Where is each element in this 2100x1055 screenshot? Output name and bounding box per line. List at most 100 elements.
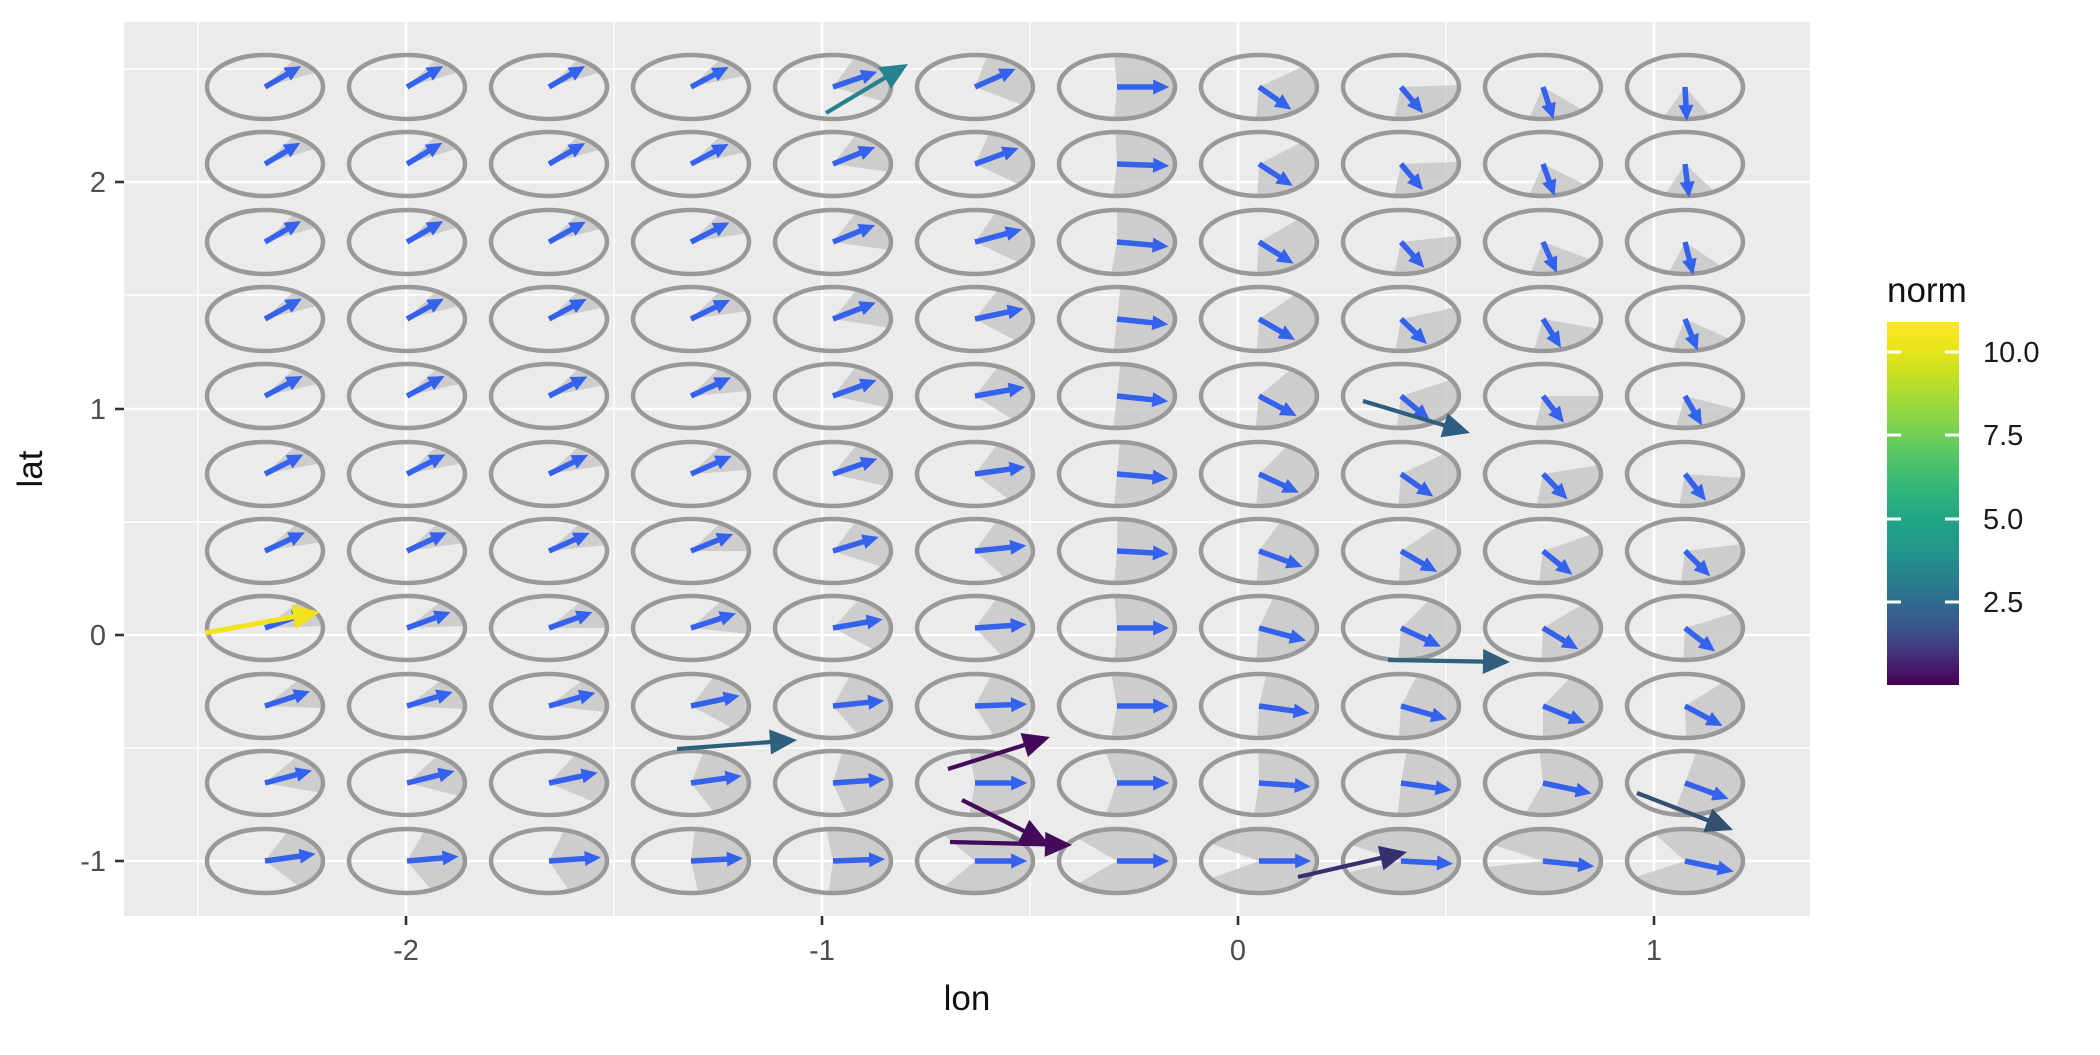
mean-vector-arrow-head — [569, 376, 588, 391]
mean-vector-arrow — [690, 611, 736, 631]
glyph-ellipse — [1482, 516, 1604, 586]
glyph-cell — [630, 671, 752, 741]
glyph-cell — [488, 826, 610, 896]
glyph-cell — [1340, 826, 1462, 896]
mean-vector-arrow — [832, 301, 876, 322]
mean-vector-arrow — [1540, 394, 1564, 423]
mean-vector-arrow — [1683, 703, 1723, 726]
glyph-ellipse — [346, 516, 468, 586]
glyph-ellipse — [1482, 439, 1604, 509]
glyph-cell — [488, 52, 610, 122]
mean-vector-arrow — [1116, 237, 1169, 253]
glyph-ellipse — [1056, 439, 1178, 509]
mean-vector-arrow — [973, 68, 1016, 90]
uncertainty-wedge — [975, 133, 1033, 185]
mean-vector-arrow-head — [1273, 94, 1292, 110]
glyph-cell — [488, 516, 610, 586]
glyph-ellipse — [1340, 671, 1462, 741]
mean-vector-arrow-shaft — [973, 72, 1004, 90]
mean-vector-arrow — [1540, 317, 1562, 348]
mean-vector-arrow-head — [1687, 407, 1702, 426]
overlay-arrow-shaft — [947, 742, 1027, 772]
glyph-ellipse — [488, 516, 610, 586]
mean-vector-arrow-shaft — [1682, 472, 1700, 492]
mean-vector-arrow — [690, 851, 743, 867]
glyph-cell — [1624, 207, 1746, 277]
glyph-ellipse — [1340, 52, 1462, 122]
glyph-cell — [1482, 593, 1604, 663]
uncertainty-wedge — [1529, 87, 1584, 119]
mean-vector-arrow — [1541, 703, 1586, 724]
mean-vector-arrow — [1540, 86, 1556, 120]
mean-vector-arrow-shaft — [832, 618, 870, 631]
glyph-ellipse — [1056, 284, 1178, 354]
mean-vector-arrow-shaft — [974, 466, 1013, 477]
mean-vector-arrow-head — [1295, 853, 1312, 869]
glyph-cell — [1624, 52, 1746, 122]
uncertainty-wedge — [1113, 364, 1175, 428]
mean-vector-arrow-shaft — [406, 614, 439, 631]
glyph-ellipse — [630, 439, 752, 509]
uncertainty-wedge — [1256, 66, 1317, 119]
uncertainty-wedge — [1398, 600, 1459, 660]
glyph-ellipse — [488, 207, 610, 277]
mean-vector-arrow-head — [1434, 780, 1452, 796]
legend-tick-label: 7.5 — [1983, 420, 2023, 452]
mean-vector-arrow — [689, 377, 731, 399]
mean-vector-arrow — [263, 298, 302, 322]
mean-vector-arrow — [1117, 775, 1170, 791]
mean-vector-arrow-shaft — [406, 693, 441, 709]
mean-vector-arrow-shaft — [832, 538, 867, 554]
mean-vector-arrow-head — [718, 611, 736, 626]
mean-vector-arrow — [548, 610, 593, 631]
y-tick-label: -1 — [80, 846, 106, 878]
mean-vector-arrow — [406, 767, 455, 786]
glyph-ellipse — [1482, 52, 1604, 122]
mean-vector-arrow-head — [425, 221, 444, 236]
glyph-ellipse — [204, 284, 326, 354]
mean-vector-arrow-shaft — [547, 380, 577, 399]
uncertainty-wedge — [1398, 526, 1459, 583]
glyph-grid — [204, 52, 1746, 896]
glyph-ellipse — [1482, 826, 1604, 896]
glyph-ellipse — [1198, 439, 1320, 509]
mean-vector-arrow-head — [1546, 330, 1562, 348]
mean-vector-arrow-shaft — [1399, 317, 1419, 337]
glyph-cell — [1340, 284, 1462, 354]
observation-arrows — [204, 64, 1733, 880]
mean-vector-arrow — [1682, 317, 1699, 351]
glyph-cell — [346, 516, 468, 586]
mean-vector-arrow — [547, 299, 587, 322]
mean-vector-arrow — [548, 689, 596, 709]
glyph-ellipse — [346, 748, 468, 818]
overlay-arrow-head — [1044, 831, 1072, 857]
overlay-arrow-shaft — [204, 614, 296, 636]
mean-vector-arrow — [1117, 853, 1170, 869]
mean-vector-arrow-head — [715, 533, 734, 547]
glyph-cell — [346, 593, 468, 663]
mean-vector-arrow-shaft — [831, 149, 864, 167]
glyph-cell — [630, 129, 752, 199]
mean-vector-arrow-head — [425, 66, 444, 81]
mean-vector-arrow-shaft — [405, 147, 432, 167]
glyph-cell — [914, 361, 1036, 431]
glyph-ellipse — [204, 516, 326, 586]
glyph-ellipse — [1340, 129, 1462, 199]
mean-vector-arrow-shaft — [547, 536, 578, 554]
mean-vector-arrow-head — [571, 532, 590, 547]
mean-vector-arrow-shaft — [548, 855, 588, 864]
mean-vector-arrow-head — [1004, 226, 1022, 241]
glyph-cell — [1056, 671, 1178, 741]
glyph-cell — [1198, 516, 1320, 586]
mean-vector-arrow — [405, 532, 447, 554]
glyph-cell — [346, 361, 468, 431]
x-tick-label: -2 — [393, 935, 419, 967]
glyph-ellipse — [630, 361, 752, 431]
overlay-arrow — [1297, 845, 1407, 880]
mean-vector-arrow — [1257, 393, 1297, 416]
mean-vector-arrow-head — [713, 377, 731, 391]
mean-vector-arrow — [1398, 85, 1423, 114]
overlay-arrow-shaft — [1297, 855, 1384, 880]
glyph-ellipse — [1482, 748, 1604, 818]
overlay-arrow-shaft — [824, 75, 888, 115]
